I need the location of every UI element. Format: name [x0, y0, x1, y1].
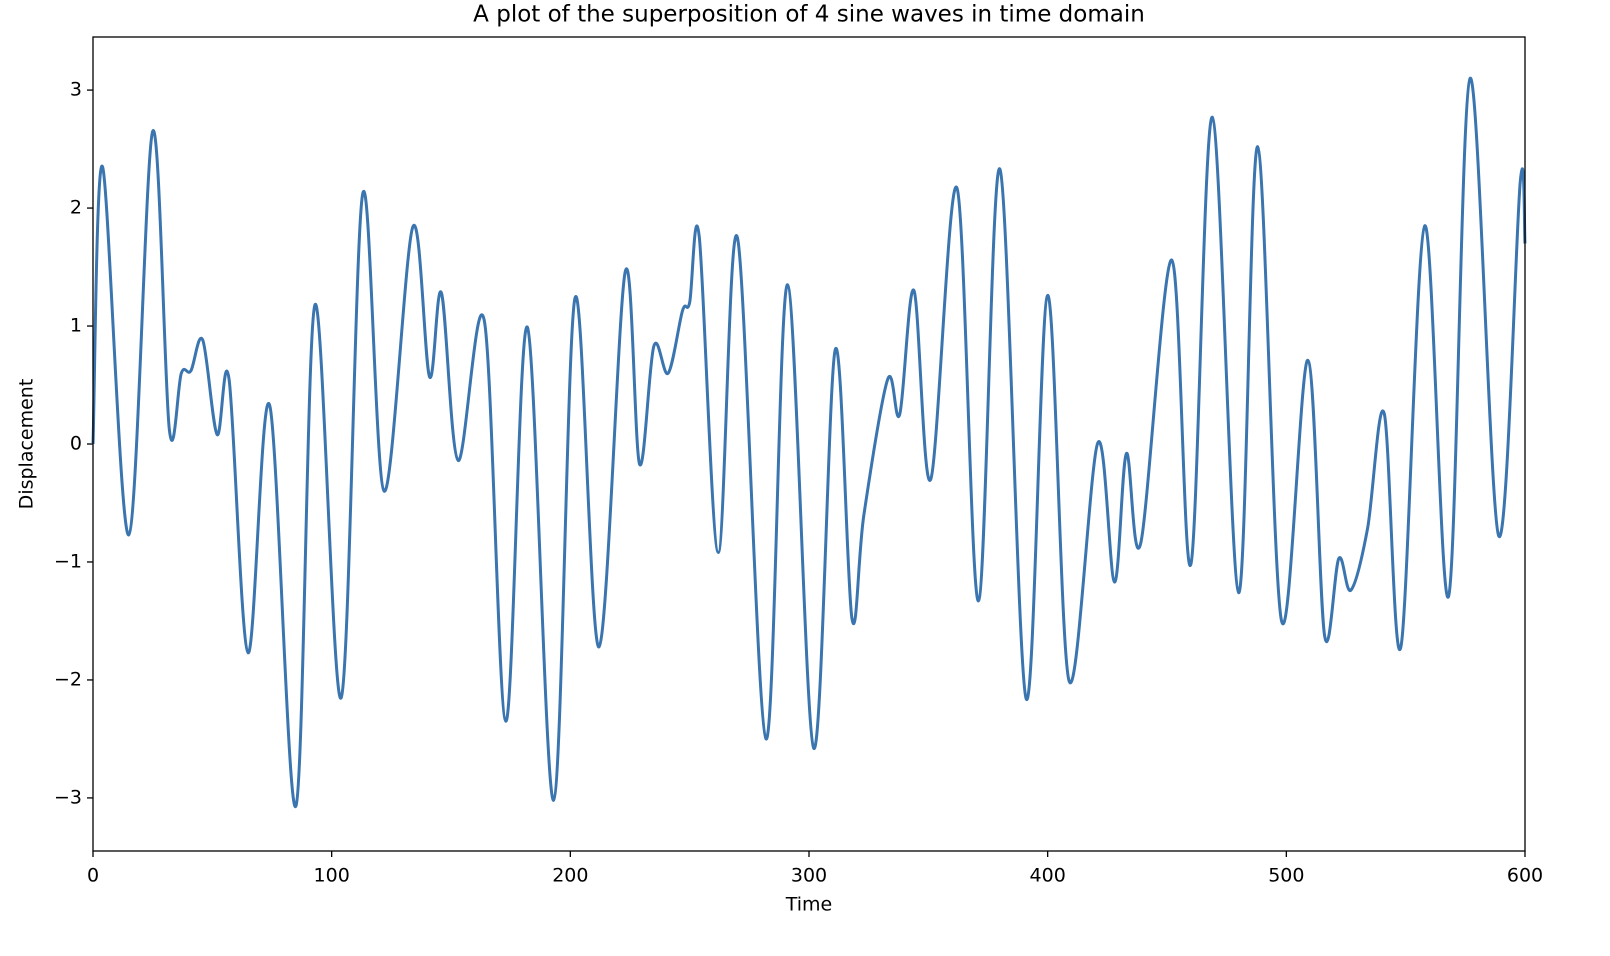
x-tick-label: 0 [87, 865, 99, 887]
x-tick-label: 100 [314, 865, 350, 887]
y-tick-label: 3 [70, 79, 82, 101]
y-tick-label: −2 [54, 668, 82, 690]
y-tick-label: 0 [70, 433, 82, 455]
chart-title: A plot of the superposition of 4 sine wa… [473, 2, 1145, 28]
data-line [91, 76, 1527, 808]
y-axis-label: Displacement [16, 379, 38, 510]
y-tick-label: 1 [70, 315, 82, 337]
y-tick-label: 2 [70, 197, 82, 219]
plot-frame [92, 36, 1526, 852]
x-tick-label: 200 [552, 865, 588, 887]
x-tick-label: 300 [791, 865, 827, 887]
x-tick-label: 400 [1030, 865, 1066, 887]
x-tick-label: 600 [1507, 865, 1543, 887]
y-tick-label: −3 [54, 786, 82, 808]
x-tick-label: 500 [1268, 865, 1304, 887]
y-tick-label: −1 [54, 550, 82, 572]
x-axis-label: Time [785, 894, 833, 916]
